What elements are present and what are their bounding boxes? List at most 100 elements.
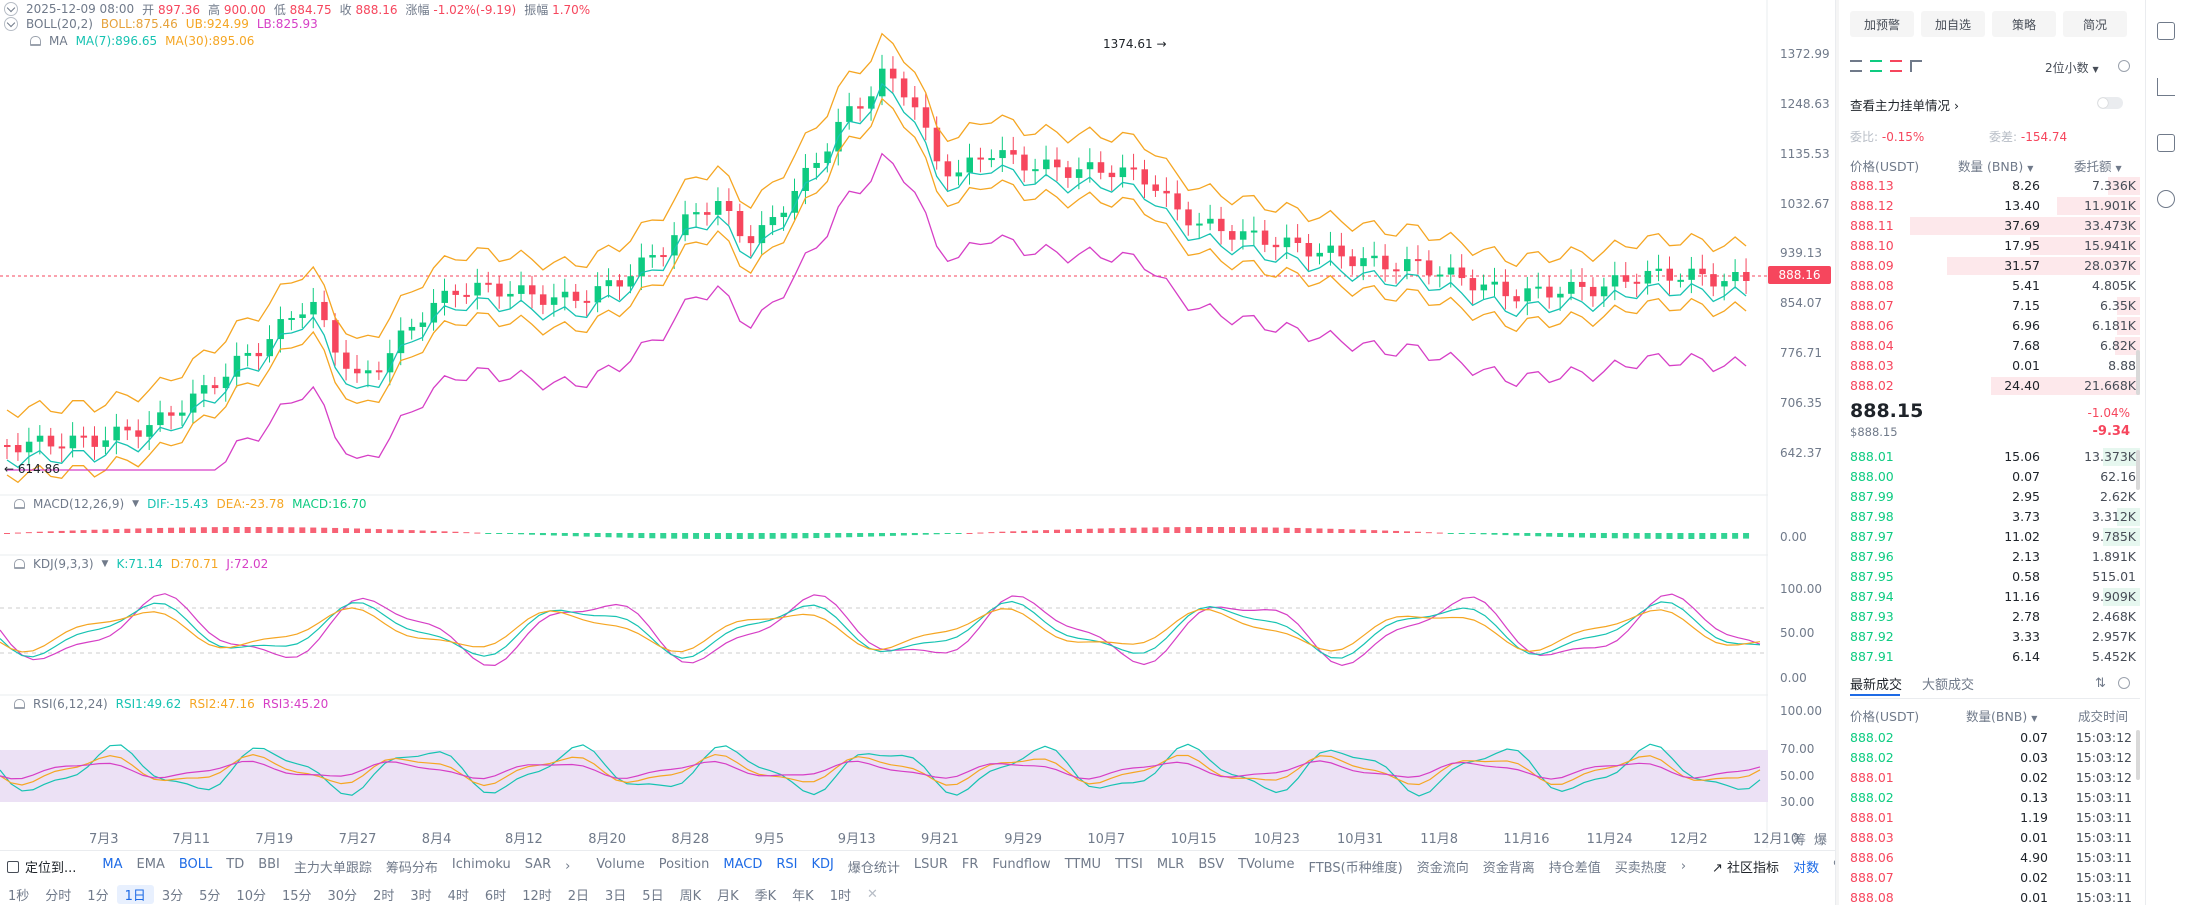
chart-trend-icon[interactable] bbox=[2157, 78, 2175, 96]
kdj-legend[interactable]: KDJ(9,3,3) ▼ K:71.14 D:70.71 J:72.02 bbox=[14, 557, 268, 571]
interval-15[interactable]: 3日 bbox=[605, 888, 627, 904]
strategy-button[interactable]: 策略 bbox=[1992, 11, 2056, 37]
both-sides-icon[interactable] bbox=[1850, 60, 1862, 72]
community-indicators-button[interactable]: ↗ 社区指标 bbox=[1712, 861, 1780, 876]
main-indicator-6[interactable]: 筹码分布 bbox=[385, 861, 438, 876]
panel-divider[interactable] bbox=[1835, 0, 1839, 905]
main-indicator-3[interactable]: TD bbox=[226, 857, 245, 872]
sub-indicator-13[interactable]: TVolume bbox=[1238, 857, 1295, 872]
bid-row[interactable]: 887.93 2.78 2.468K bbox=[1850, 607, 2140, 627]
sub-indicator-11[interactable]: MLR bbox=[1156, 857, 1185, 872]
sub-indicator-10[interactable]: TTSI bbox=[1115, 857, 1143, 872]
interval-2[interactable]: 1分 bbox=[87, 888, 109, 904]
settings-icon[interactable] bbox=[2118, 677, 2130, 689]
add-watchlist-button[interactable]: 加自选 bbox=[1921, 11, 1985, 37]
main-indicator-7[interactable]: Ichimoku bbox=[451, 857, 511, 872]
sub-indicator-18[interactable]: 买卖热度 bbox=[1614, 861, 1667, 876]
tab-large-trades[interactable]: 大额成交 bbox=[1922, 678, 1975, 693]
col-total-header[interactable]: 委托额 ▼ bbox=[2074, 156, 2122, 175]
main-indicator-0[interactable]: MA bbox=[102, 857, 123, 872]
percent-scale-button[interactable]: % bbox=[1826, 859, 1835, 874]
ask-row[interactable]: 888.13 8.26 7.336K bbox=[1850, 176, 2140, 196]
interval-16[interactable]: 5日 bbox=[642, 888, 664, 904]
sub-indicator-8[interactable]: Fundflow bbox=[992, 857, 1051, 872]
col-qty-header[interactable]: 数量 (BNB) ▼ bbox=[1958, 156, 2033, 175]
liquidation-button[interactable]: 爆 bbox=[1814, 833, 1828, 848]
asks-only-icon[interactable] bbox=[1890, 60, 1902, 72]
ask-row[interactable]: 888.02 24.40 21.668K bbox=[1850, 376, 2140, 396]
main-indicator-4[interactable]: BBI bbox=[258, 857, 280, 872]
interval-21[interactable]: 1时 bbox=[829, 888, 851, 904]
interval-17[interactable]: 周K bbox=[679, 888, 702, 904]
interval-20[interactable]: 年K bbox=[792, 888, 814, 904]
add-alert-button[interactable]: 加预警 bbox=[1850, 11, 1914, 37]
macd-legend[interactable]: MACD(12,26,9) ▼ DIF:-15.43 DEA:-23.78 MA… bbox=[14, 497, 366, 511]
interval-5[interactable]: 5分 bbox=[199, 888, 221, 904]
sub-indicator-3[interactable]: RSI bbox=[776, 857, 798, 872]
document-icon[interactable] bbox=[2157, 22, 2175, 40]
bids-only-icon[interactable] bbox=[1870, 60, 1882, 72]
ask-row[interactable]: 888.07 7.15 6.35K bbox=[1850, 296, 2140, 316]
bell-icon[interactable] bbox=[14, 499, 25, 509]
interval-11[interactable]: 4时 bbox=[447, 888, 469, 904]
sub-indicator-4[interactable]: KDJ bbox=[811, 857, 834, 872]
orderbook-scrollbar[interactable] bbox=[2136, 450, 2140, 490]
main-indicator-1[interactable]: EMA bbox=[136, 857, 165, 872]
main-indicator-8[interactable]: SAR bbox=[524, 857, 552, 872]
interval-4[interactable]: 3分 bbox=[161, 888, 184, 904]
interval-3[interactable]: 1日 bbox=[116, 884, 154, 904]
ask-row[interactable]: 888.03 0.01 8.88 bbox=[1850, 356, 2140, 376]
sub-indicator-9[interactable]: TTMU bbox=[1064, 857, 1102, 872]
interval-0[interactable]: 1秒 bbox=[8, 888, 30, 904]
interval-13[interactable]: 12时 bbox=[522, 888, 552, 904]
sub-indicator-14[interactable]: FTBS(币种维度) bbox=[1308, 861, 1403, 876]
chevron-down-icon[interactable]: ▼ bbox=[101, 559, 109, 569]
main-orders-link[interactable]: 查看主力挂单情况 › bbox=[1850, 98, 1959, 113]
chips-button[interactable]: 筹 bbox=[1793, 833, 1807, 848]
bid-row[interactable]: 887.96 2.13 1.891K bbox=[1850, 547, 2140, 567]
sub-indicator-6[interactable]: LSUR bbox=[913, 857, 948, 872]
ask-row[interactable]: 888.04 7.68 6.82K bbox=[1850, 336, 2140, 356]
bid-row[interactable]: 888.01 15.06 13.373K bbox=[1850, 447, 2140, 467]
bell-icon[interactable] bbox=[14, 559, 25, 569]
bid-row[interactable]: 887.91 6.14 5.452K bbox=[1850, 647, 2140, 667]
ma-legend[interactable]: MA MA(7):896.65 MA(30):895.06 bbox=[30, 34, 254, 48]
ask-row[interactable]: 888.06 6.96 6.181K bbox=[1850, 316, 2140, 336]
depth-icon[interactable] bbox=[1910, 60, 1922, 72]
bell-icon[interactable] bbox=[14, 699, 25, 709]
ask-row[interactable]: 888.12 13.40 11.901K bbox=[1850, 196, 2140, 216]
sub-indicator-16[interactable]: 资金背离 bbox=[1482, 861, 1535, 876]
collapse-icon[interactable] bbox=[4, 2, 18, 16]
main-indicator-2[interactable]: BOLL bbox=[178, 857, 213, 872]
main-indicator-5[interactable]: 主力大单跟踪 bbox=[293, 861, 372, 876]
candlestick-chart[interactable] bbox=[0, 0, 1835, 905]
sub-indicator-17[interactable]: 持仓差值 bbox=[1548, 861, 1601, 876]
boll-legend[interactable]: BOLL(20,2) BOLL:875.46 UB:924.99 LB:825.… bbox=[4, 17, 318, 31]
locate-button[interactable]: 定位到... bbox=[0, 857, 83, 876]
more-sub-indicators-button[interactable]: › bbox=[1680, 859, 1687, 874]
more-main-indicators-button[interactable]: › bbox=[565, 859, 571, 874]
close-icon[interactable]: ✕ bbox=[866, 886, 878, 902]
rsi-legend[interactable]: RSI(6,12,24) RSI1:49.62 RSI2:47.16 RSI3:… bbox=[14, 697, 328, 711]
filter-icon[interactable]: ⇅ bbox=[2095, 676, 2106, 691]
interval-10[interactable]: 3时 bbox=[410, 888, 432, 904]
overview-button[interactable]: 简况 bbox=[2063, 11, 2127, 37]
bar-chart-icon[interactable] bbox=[2157, 134, 2175, 152]
interval-12[interactable]: 6时 bbox=[484, 888, 507, 904]
ask-row[interactable]: 888.09 31.57 28.037K bbox=[1850, 256, 2140, 276]
log-scale-button[interactable]: 对数 bbox=[1793, 861, 1820, 876]
ask-row[interactable]: 888.08 5.41 4.805K bbox=[1850, 276, 2140, 296]
bid-row[interactable]: 887.99 2.95 2.62K bbox=[1850, 487, 2140, 507]
settings-icon[interactable] bbox=[2118, 60, 2130, 72]
ask-row[interactable]: 888.11 37.69 33.473K bbox=[1850, 216, 2140, 236]
chevron-down-icon[interactable]: ▼ bbox=[132, 499, 140, 509]
bell-icon[interactable] bbox=[30, 36, 41, 46]
bid-row[interactable]: 887.92 3.33 2.957K bbox=[1850, 627, 2140, 647]
bid-row[interactable]: 888.00 0.07 62.16 bbox=[1850, 467, 2140, 487]
bid-row[interactable]: 887.94 11.16 9.909K bbox=[1850, 587, 2140, 607]
trades-col-qty[interactable]: 数量(BNB) ▼ bbox=[1966, 706, 2037, 725]
bid-row[interactable]: 887.97 11.02 9.785K bbox=[1850, 527, 2140, 547]
interval-14[interactable]: 2日 bbox=[567, 888, 590, 904]
interval-6[interactable]: 10分 bbox=[236, 888, 266, 904]
collapse-icon[interactable] bbox=[4, 17, 18, 31]
